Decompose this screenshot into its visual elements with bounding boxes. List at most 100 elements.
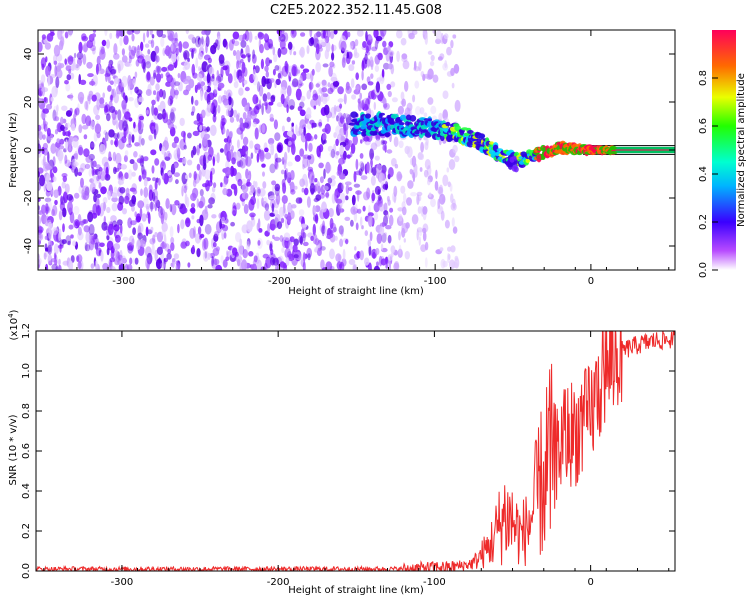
spectrogram-noise-cell (145, 89, 152, 96)
spectrogram-noise-cell (113, 53, 120, 60)
spectrogram-noise-cell (76, 51, 84, 60)
spectrogram-noise-cell (174, 31, 178, 42)
spectrogram-noise-cell (217, 95, 223, 104)
spectrogram-noise-cell (342, 152, 346, 164)
spectrogram-noise-cell (388, 41, 394, 48)
spectrogram-noise-cell (138, 119, 142, 131)
spectrogram-noise-cell (386, 83, 392, 90)
spectrogram-noise-cell (254, 65, 260, 74)
spectrogram-noise-cell (293, 254, 299, 259)
spectrogram-noise-cell (53, 243, 59, 255)
spectrogram-noise-cell (329, 217, 334, 230)
spectrogram-noise-cell (238, 75, 243, 83)
spectrogram-noise-cell (305, 132, 312, 142)
spectrogram-noise-cell (134, 71, 138, 78)
spectrogram-noise-cell (103, 201, 106, 212)
spectrogram-noise-cell (442, 260, 448, 268)
spectrogram-noise-cell (260, 266, 267, 270)
spectrogram-noise-cell (96, 175, 100, 182)
spectrogram-noise-cell (397, 173, 403, 180)
spectrogram-noise-cell (209, 170, 213, 183)
spectrogram-noise-cell (150, 201, 154, 212)
spectrogram-noise-cell (424, 33, 428, 45)
spectrogram-noise-cell (106, 39, 110, 49)
spectrogram-noise-cell (184, 193, 188, 206)
spectrogram-noise-cell (225, 142, 231, 152)
spectrogram-noise-cell (290, 189, 296, 195)
spectrogram-noise-cell (293, 238, 299, 246)
spectrogram-noise-cell (231, 210, 237, 216)
spectrogram-noise-cell (385, 263, 389, 269)
spectrogram-noise-cell (225, 41, 229, 50)
spectrogram-noise-cell (141, 213, 147, 222)
spectrogram-noise-cell (155, 73, 162, 83)
spectrogram-noise-cell (305, 179, 309, 188)
spectrogram-noise-cell (338, 204, 343, 214)
spectrogram-noise-cell (249, 140, 254, 149)
spectrogram-noise-cell (260, 58, 264, 70)
spectrogram-noise-cell (220, 255, 224, 264)
spectrogram-noise-cell (269, 59, 272, 64)
spectrogram-noise-cell (444, 219, 450, 229)
spectrogram-noise-cell (302, 261, 306, 270)
spectrogram-noise-cell (116, 219, 123, 226)
spectrogram-noise-cell (294, 154, 301, 162)
spectrogram-noise-cell (225, 89, 233, 99)
spectrogram-noise-cell (101, 156, 109, 167)
spectrogram-noise-cell (367, 239, 372, 247)
spectrogram-noise-cell (39, 174, 45, 187)
spectrogram-noise-cell (67, 201, 73, 213)
spectrogram-noise-cell (146, 71, 151, 81)
spectrogram-noise-cell (307, 253, 311, 261)
spectrogram-noise-cell (366, 76, 371, 84)
spectrogram-noise-cell (237, 244, 244, 256)
spectrogram-noise-cell (263, 102, 269, 106)
spectrogram-noise-cell (328, 66, 333, 77)
spectrogram-noise-cell (423, 112, 428, 118)
spectrogram-noise-cell (301, 187, 305, 193)
spectrogram-noise-cell (121, 255, 127, 265)
spectrogram-noise-cell (385, 212, 389, 220)
spectrogram-noise-cell (189, 227, 196, 239)
spectrogram-noise-cell (259, 43, 264, 54)
spectrogram-noise-cell (68, 260, 74, 270)
spectrogram-noise-cell (56, 138, 61, 144)
spectrogram-noise-cell (366, 161, 370, 174)
spectrogram-noise-cell (261, 75, 267, 88)
spectrogram-noise-cell (182, 50, 190, 60)
spectrogram-noise-cell (66, 74, 72, 81)
spectrogram-noise-cell (134, 97, 140, 108)
spectrogram-noise-cell (101, 221, 108, 231)
spectrogram-noise-cell (356, 30, 364, 37)
spectrogram-noise-cell (113, 140, 118, 146)
spectrogram-noise-cell (68, 224, 74, 230)
spectrogram-noise-cell (160, 161, 166, 171)
spectrogram-noise-cell (166, 66, 170, 72)
spectrogram-noise-cell (119, 37, 123, 47)
spectrogram-noise-cell (45, 103, 53, 110)
spectrogram-noise-cell (272, 68, 276, 76)
spectrogram-noise-cell (258, 99, 262, 110)
spectrogram-noise-cell (161, 172, 165, 180)
signal-cell (365, 113, 371, 119)
spectrogram-noise-cell (370, 73, 374, 79)
spectrogram-noise-cell (386, 149, 393, 154)
spectrogram-noise-cell (52, 109, 57, 122)
spectrogram-noise-cell (299, 109, 306, 117)
spectrogram-noise-cell (324, 192, 330, 198)
spectrogram-noise-cell (281, 125, 285, 132)
spectrogram-noise-cell (60, 195, 64, 205)
spectrogram-noise-cell (100, 250, 104, 262)
spectrogram-noise-cell (273, 119, 278, 130)
spectrogram-noise-cell (78, 41, 83, 54)
spectrogram-noise-cell (69, 107, 73, 115)
spectrogram-noise-cell (134, 257, 139, 265)
spectrogram-noise-cell (359, 92, 363, 100)
spectrogram-noise-cell (115, 152, 122, 165)
spectrogram-noise-cell (55, 111, 59, 117)
spectrogram-noise-cell (393, 262, 400, 270)
spectrogram-noise-cell (119, 223, 123, 234)
spectrogram-noise-cell (84, 244, 91, 252)
spectrogram-noise-cell (452, 34, 457, 39)
spectrogram-noise-cell (344, 181, 352, 186)
